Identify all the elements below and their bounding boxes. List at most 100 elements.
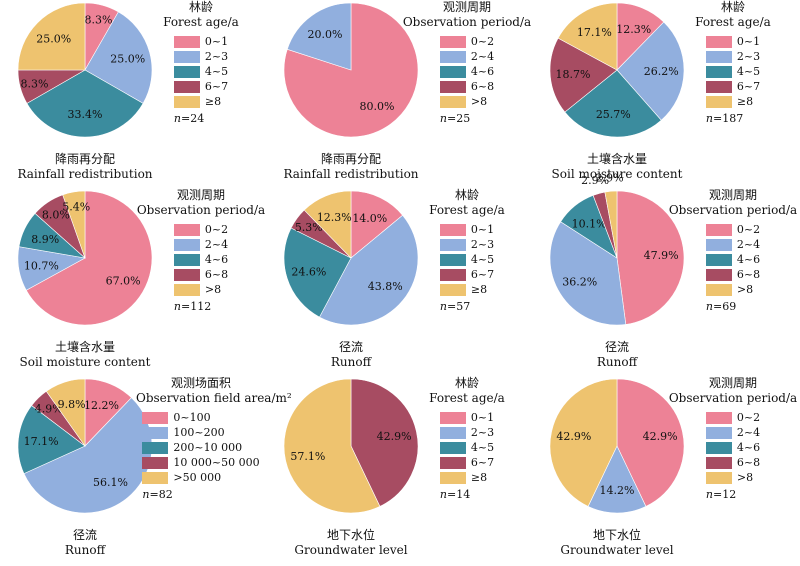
pie-slice (17, 2, 86, 71)
legend-item: 0~1 (439, 410, 494, 425)
pie-slice (283, 2, 419, 138)
slice-label: 33.4% (68, 108, 103, 121)
slice-label: 2.9% (596, 171, 624, 184)
pie-slice (587, 445, 647, 514)
sample-size-value: 25 (456, 112, 471, 125)
legend-item: 6~7 (439, 455, 494, 470)
pie-chart: 12.2% 56.1% 17.1% 4.9%9.8% (17, 378, 153, 514)
legend-items: 0~1 2~3 4~5 6~7 ≥8 n=57 (439, 222, 495, 313)
legend-swatch (439, 411, 466, 424)
sample-size: n=82 (142, 488, 173, 501)
caption-en: Groundwater level (560, 543, 674, 557)
legend-label: 4~6 (736, 441, 761, 454)
legend-item: 2~3 (439, 237, 494, 252)
pie-panel: 12.2% 56.1% 17.1% 4.9% 9.8% 观测场面积 Observation … (0, 376, 292, 564)
sample-size-symbol: n (142, 488, 150, 501)
caption-cn: 土壤含水量 (54, 340, 115, 354)
slice-label: 8.3% (85, 14, 113, 27)
legend-title-en: Observation period/a (136, 203, 266, 217)
legend-label: 6~7 (204, 80, 229, 93)
caption-en: Rainfall redistribution (283, 167, 419, 181)
caption-cn: 径流 (604, 340, 629, 354)
pie-panel: 14.0% 43.8% 24.6% 5.3% 12.3% 林龄 Forest age/a 0~… (266, 188, 532, 376)
legend-label: 6~8 (736, 268, 761, 281)
legend-title-cn: 林龄 (454, 188, 479, 202)
pie-slice (45, 378, 86, 447)
pie-slice (557, 2, 618, 71)
pie-slice (616, 190, 685, 325)
legend-swatch (439, 456, 466, 469)
pie-slice (283, 227, 352, 318)
legend-swatch (439, 50, 466, 63)
sample-size: n=12 (705, 488, 737, 501)
legend-label: 6~8 (204, 268, 229, 281)
legend-label: 2~4 (736, 238, 761, 251)
legend-swatch (173, 80, 200, 93)
legend-item: >8 (173, 282, 228, 297)
sample-size-symbol: n (705, 300, 713, 313)
chart-caption: 径流 Runoff (527, 340, 707, 370)
legend-swatch (439, 471, 466, 484)
pie-slice (25, 190, 153, 326)
caption-cn: 地下水位 (326, 528, 375, 542)
legend-item: 6~8 (173, 267, 229, 282)
legend-title-en: Forest age/a (163, 15, 239, 29)
legend-item: ≥8 (705, 94, 760, 109)
legend-swatch (173, 253, 200, 266)
caption-en: Soil moisture content (19, 355, 151, 369)
legend-label: 0~100 (173, 411, 211, 424)
legend-swatch (439, 426, 466, 439)
pie-slice (319, 214, 419, 326)
pie-slice (303, 190, 352, 259)
legend: 林龄 Forest age/a 0~1 2~3 4~5 6~7 ≥8 n=187 (668, 0, 798, 126)
slice-label: 5.3% (295, 221, 323, 234)
legend-item: 0~2 (705, 222, 760, 237)
legend-label: 0~1 (204, 35, 229, 48)
slice-label: 10.7% (24, 259, 59, 272)
sample-size-value: 24 (190, 112, 205, 125)
legend-item: 4~6 (439, 64, 494, 79)
sample-size: n=24 (173, 112, 205, 125)
legend-items: 0~2 2~4 4~6 6~8 >8 n=69 (705, 222, 761, 313)
legend-title-cn: 观测周期 (176, 188, 225, 202)
slice-label: 14.2% (600, 484, 635, 497)
legend-swatch (705, 283, 732, 296)
legend-item: 2~4 (439, 49, 494, 64)
legend-item: 6~7 (705, 79, 760, 94)
legend-item: >8 (705, 470, 760, 485)
legend-label: 4~5 (470, 253, 495, 266)
caption-en: Runoff (330, 355, 372, 369)
legend-title-en: Observation period/a (402, 15, 532, 29)
pie-panel: 80.0% 20.0% 观测周期 Observation period/a 0~2 2~4… (266, 0, 532, 188)
legend-item: 6~8 (439, 79, 494, 94)
legend-swatch (439, 441, 466, 454)
chart-caption: 降雨再分配 Rainfall redistribution (261, 152, 441, 182)
legend-label: 2~4 (204, 238, 229, 251)
caption-cn: 土壤含水量 (586, 152, 647, 166)
legend-item: 0~100 (142, 410, 259, 425)
pie-panel: 12.3% 26.2% 25.7% 18.7% 17.1% 林龄 Forest age/a 0… (532, 0, 798, 188)
slice-label: 10.1% (572, 218, 607, 231)
pie-chart: 80.0% 20.0% (283, 2, 419, 138)
pie-slice (616, 21, 685, 121)
legend-label: >8 (736, 283, 754, 296)
legend-swatch (173, 50, 200, 63)
slice-label: 5.4% (62, 201, 90, 214)
legend-swatch (705, 456, 732, 469)
slice-label: 17.1% (577, 26, 612, 39)
legend-item: >50 000 (142, 470, 259, 485)
legend-label: 0~1 (736, 35, 761, 48)
slice-label: 12.3% (317, 211, 352, 224)
chart-caption: 地下水位 Groundwater level (527, 528, 707, 558)
slice-label: 56.1% (93, 476, 128, 489)
legend-label: >8 (736, 471, 754, 484)
pie-chart: 14.0% 43.8% 24.6% 5.3%12.3% (283, 190, 419, 326)
pie-slice (549, 221, 627, 326)
legend-title-en: Observation period/a (668, 391, 798, 405)
pie-panel: 42.9% 14.2% 42.9% 观测周期 Observation period/a 0… (532, 376, 798, 564)
caption-cn: 径流 (338, 340, 363, 354)
sample-size: n=57 (439, 300, 471, 313)
pie-chart: 12.3% 26.2% 25.7% 18.7% 17.1% (549, 2, 685, 138)
legend: 观测周期 Observation period/a 0~2 2~4 4~6 6~8 >8 n=… (668, 376, 798, 502)
legend-label: 200~10 000 (173, 441, 243, 454)
